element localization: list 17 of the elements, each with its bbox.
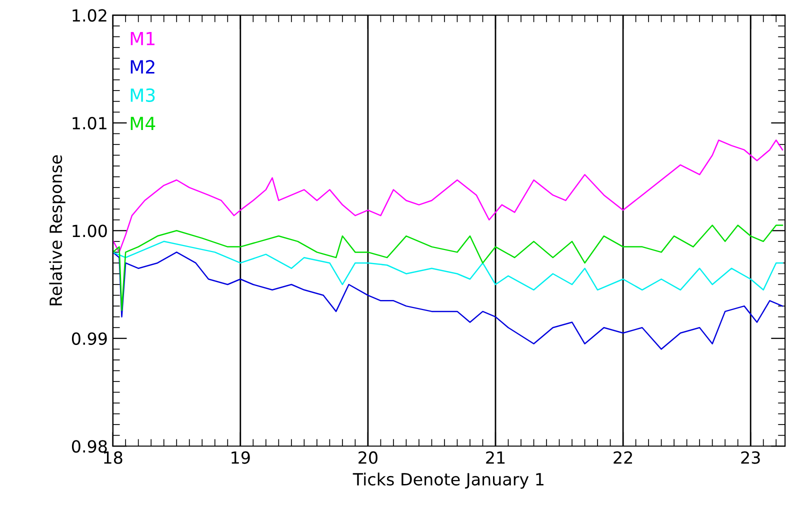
y-tick-label: 1.01	[72, 116, 106, 130]
y-tick-label: 1.02	[72, 9, 106, 22]
y-tick-label: 0.99	[72, 332, 107, 345]
text: M1	[130, 32, 154, 46]
x-tick-label: 18	[104, 451, 122, 464]
x-tick-label: 20	[358, 451, 378, 464]
text: M4	[130, 116, 156, 130]
y-tick-label: 0.98	[72, 440, 107, 453]
text: M3	[130, 88, 155, 102]
x-tick-label: 22	[614, 451, 632, 464]
x-tick-label: 23	[741, 451, 760, 464]
x-tick-label: 21	[486, 451, 505, 464]
y-tick-label: 1.00	[72, 224, 107, 238]
text: M2	[130, 60, 154, 74]
y-axis-title: Relative Response	[49, 155, 66, 306]
x-tick-label: 19	[232, 451, 250, 464]
x-axis-title: Ticks Denote January 1	[352, 472, 544, 489]
